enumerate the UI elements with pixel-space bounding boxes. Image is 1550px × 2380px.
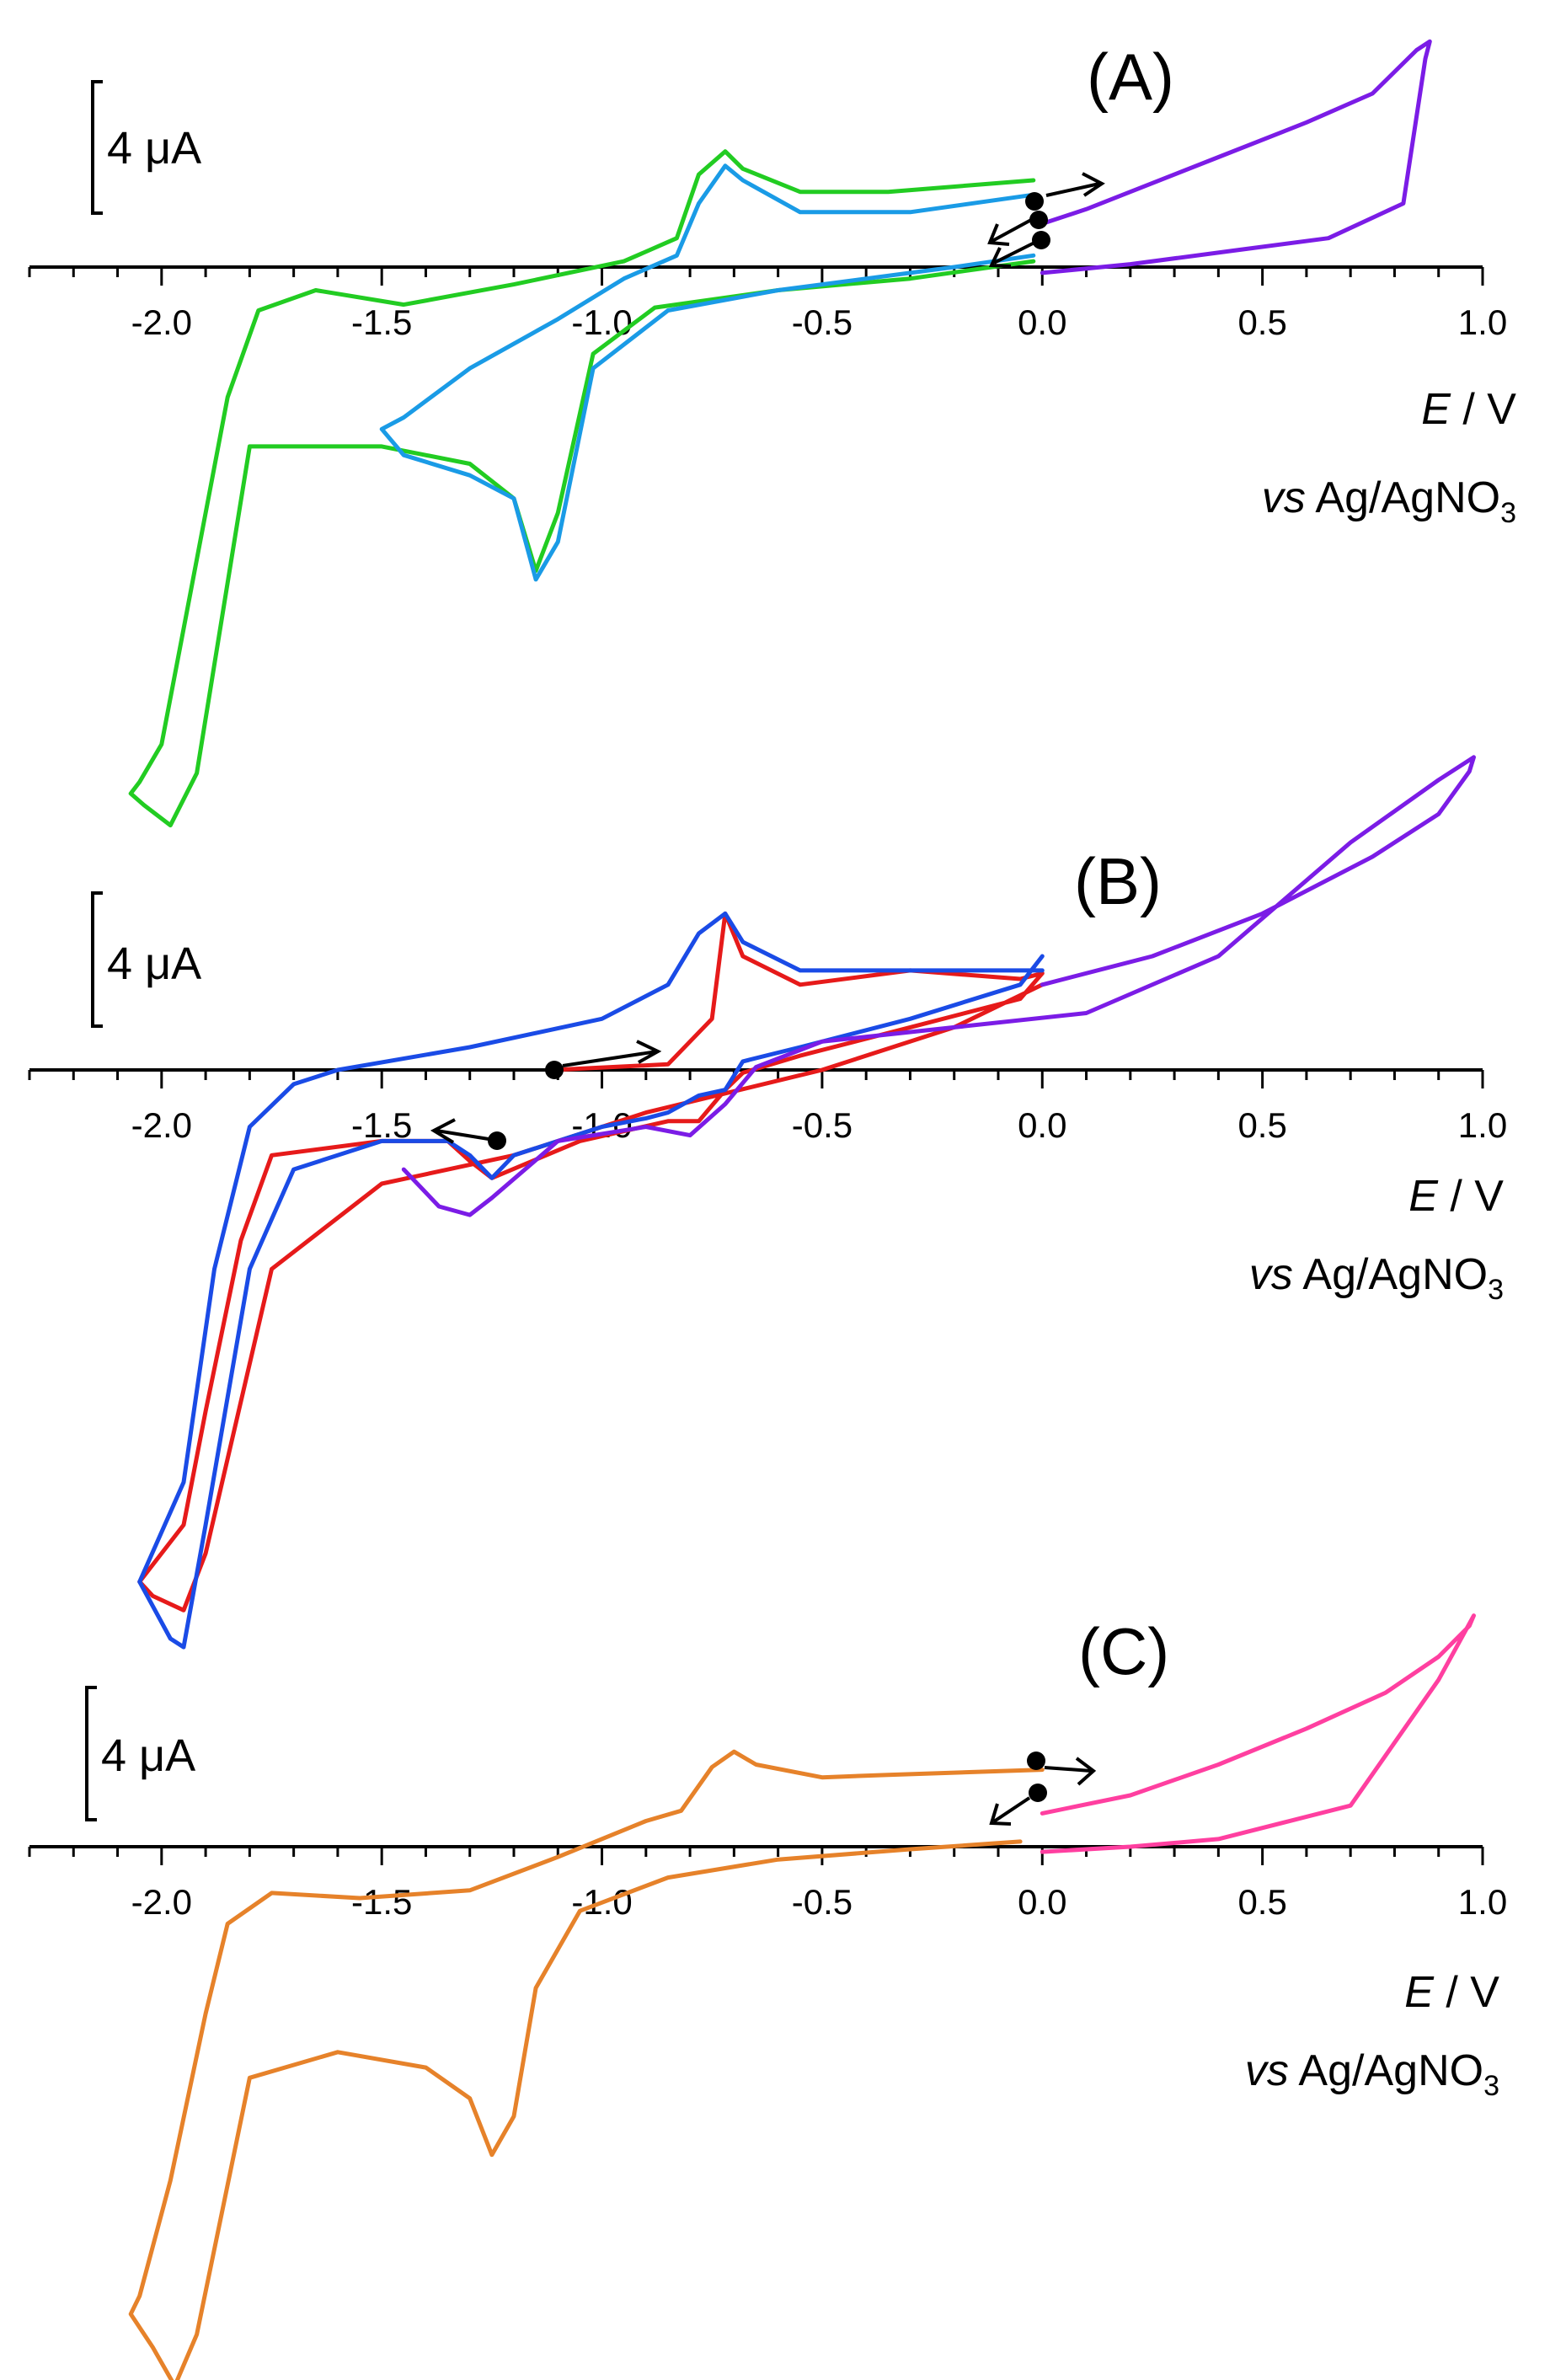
panel-a-reference-subscript: 3: [1500, 497, 1516, 529]
svg-text:vs Ag/AgNO3: vs Ag/AgNO3: [1245, 2046, 1499, 2102]
panel-b-reference-subscript: 3: [1488, 1274, 1504, 1306]
panel-b-markers: [430, 1040, 662, 1150]
panel-b-arrow-left: [430, 1118, 489, 1144]
panel-a-tick-label-4: 0.0: [1018, 302, 1066, 342]
panel-c-tick-label-6: 1.0: [1458, 1882, 1507, 1922]
panel-c-tick-label-4: 0.0: [1018, 1882, 1066, 1922]
panel-a-tick-label-6: 1.0: [1458, 302, 1507, 342]
panel-a-tick-label-3: -0.5: [792, 302, 852, 342]
panel-c-series-pink: [1040, 1613, 1476, 1854]
panel-c-tick-label-3: -0.5: [792, 1882, 852, 1922]
panel-c-scale-bar: 4 μA: [85, 1686, 195, 1821]
panel-c-scale-label: 4 μA: [101, 1730, 195, 1781]
panel-a-tick-label-1: -1.5: [351, 302, 412, 342]
panel-b-reference-vs: vs: [1249, 1250, 1293, 1299]
panel-a-arrow-right: [1045, 172, 1105, 197]
panel-b-axis-title: E / V vs Ag/AgNO3: [1249, 1172, 1504, 1306]
panel-c-axis-title: E / V vs Ag/AgNO3: [1245, 1968, 1499, 2102]
panel-a-start-dot-2: [1029, 211, 1048, 229]
panel-b-reference-electrode: Ag/AgNO: [1293, 1250, 1488, 1299]
panel-c-start-dot-1: [1027, 1752, 1045, 1770]
panel-a-tick-label-0: -2.0: [131, 302, 192, 342]
panel-a-axis-title: E / V vs Ag/AgNO3: [1262, 385, 1516, 529]
panel-a: (A) 4 μA -2.0 -1.5 -1.0 -0.5 0.0 0.5 1.0 E / V…: [28, 39, 1516, 828]
panel-b-tick-label-4: 0.0: [1018, 1105, 1066, 1145]
panel-a-xlabel-unit: / V: [1451, 385, 1516, 434]
panel-a-xlabel-symbol: E: [1421, 385, 1451, 434]
panel-b-start-dot-2: [488, 1131, 506, 1150]
panel-a-label: (A): [1087, 40, 1174, 114]
panel-b-scale-label: 4 μA: [107, 939, 201, 989]
panel-c-tick-label-5: 0.5: [1237, 1882, 1286, 1922]
panel-b-label: (B): [1074, 844, 1162, 918]
panel-b-tick-label-5: 0.5: [1237, 1105, 1286, 1145]
svg-text:E / V: E / V: [1421, 385, 1516, 434]
panel-a-markers: [987, 172, 1105, 268]
panel-c-start-dot-2: [1029, 1784, 1047, 1802]
panel-c-reference-subscript: 3: [1483, 2070, 1499, 2102]
panel-c-arrow-right: [1044, 1757, 1097, 1786]
panel-c-xlabel-symbol: E: [1404, 1968, 1435, 2017]
panel-a-series-light-blue: [379, 163, 1036, 582]
panel-b-tick-label-3: -0.5: [792, 1105, 852, 1145]
panel-b-series-blue: [137, 911, 1045, 1650]
panel-a-x-axis: -2.0 -1.5 -1.0 -0.5 0.0 0.5 1.0: [28, 265, 1507, 342]
panel-b-tick-label-1: -1.5: [351, 1105, 412, 1145]
panel-b-xlabel-symbol: E: [1408, 1172, 1439, 1221]
panel-a-series-violet: [1040, 39, 1432, 275]
panel-b-series-layer: [137, 755, 1476, 1650]
panel-b-tick-label-6: 1.0: [1458, 1105, 1507, 1145]
panel-a-arrow-left-1: [987, 218, 1032, 246]
panel-a-scale-label: 4 μA: [107, 123, 201, 174]
panel-b-scale-bar: 4 μA: [91, 891, 201, 1028]
panel-c-tick-label-1: -1.5: [351, 1882, 412, 1922]
panel-c-series-layer: [128, 1613, 1476, 2380]
panel-c: (C) 4 μA -2.0 -1.5 -1.0 -0.5 0.0 0.5 1.0 E / V…: [28, 1613, 1507, 2380]
panel-c-reference-vs: vs: [1245, 2046, 1289, 2095]
panel-b-start-dot-1: [545, 1061, 564, 1079]
svg-text:E / V: E / V: [1404, 1968, 1499, 2017]
svg-text:vs Ag/AgNO3: vs Ag/AgNO3: [1262, 473, 1516, 529]
panel-c-reference-electrode: Ag/AgNO: [1289, 2046, 1483, 2095]
svg-text:E / V: E / V: [1408, 1172, 1504, 1221]
panel-c-tick-label-0: -2.0: [131, 1882, 192, 1922]
panel-c-arrow-left: [989, 1796, 1031, 1826]
panel-c-markers: [989, 1752, 1097, 1826]
panel-a-start-dot-1: [1025, 192, 1044, 211]
panel-a-tick-label-2: -1.0: [571, 302, 632, 342]
panel-b: (B) 4 μA -2.0 -1.5 -1.0 -0.5 0.0 0.5 1.0 E / V…: [28, 755, 1507, 1650]
panel-b-tick-label-0: -2.0: [131, 1105, 192, 1145]
panel-a-series-layer: [128, 39, 1432, 828]
panel-b-series-violet: [401, 755, 1476, 1217]
panel-a-reference-electrode: Ag/AgNO: [1306, 473, 1500, 522]
panel-a-series-green: [128, 149, 1036, 828]
panel-c-xlabel-unit: / V: [1434, 1968, 1499, 2017]
panel-a-start-dot-3: [1032, 231, 1050, 249]
panel-c-series-orange: [128, 1749, 1045, 2380]
panel-b-arrow-right: [562, 1040, 662, 1067]
panel-c-label: (C): [1078, 1614, 1169, 1688]
svg-text:vs Ag/AgNO3: vs Ag/AgNO3: [1249, 1250, 1504, 1306]
panel-a-reference-vs: vs: [1262, 473, 1306, 522]
panel-a-arrow-left-2: [988, 241, 1035, 268]
panel-a-tick-label-5: 0.5: [1237, 302, 1286, 342]
panel-a-scale-bar: 4 μA: [91, 80, 201, 215]
panel-c-x-axis: -2.0 -1.5 -1.0 -0.5 0.0 0.5 1.0: [28, 1845, 1507, 1922]
panel-b-xlabel-unit: / V: [1438, 1172, 1504, 1221]
